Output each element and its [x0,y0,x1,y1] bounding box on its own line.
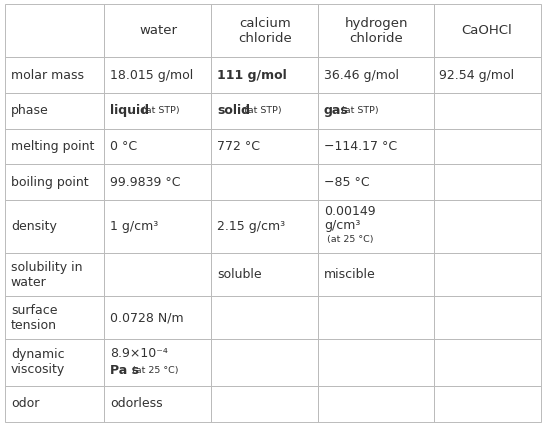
Bar [5,57,104,93]
Bar [318,164,434,200]
Bar [104,4,211,57]
Bar [318,93,434,129]
Bar [104,339,211,386]
Bar [211,253,318,296]
Bar [434,93,541,129]
Bar [434,129,541,164]
Text: 0 °C: 0 °C [110,140,137,153]
Bar [318,200,434,253]
Bar [211,296,318,339]
Bar [211,129,318,164]
Text: (at STP): (at STP) [341,106,378,115]
Text: (at 25 °C): (at 25 °C) [132,366,179,375]
Text: dynamic
viscosity: dynamic viscosity [11,348,65,377]
Bar [211,4,318,57]
Bar [5,200,104,253]
Text: solubility in
water: solubility in water [11,261,82,289]
Bar [104,386,211,422]
Text: Pa s: Pa s [110,365,139,377]
Text: odor: odor [11,397,39,410]
Bar [104,253,211,296]
Bar [318,339,434,386]
Text: 0.0728 N/m: 0.0728 N/m [110,311,183,324]
Text: 92.54 g/mol: 92.54 g/mol [439,69,514,82]
Bar [211,57,318,93]
Bar [434,253,541,296]
Text: miscible: miscible [324,268,376,281]
Bar [211,386,318,422]
Bar [5,4,104,57]
Bar [318,386,434,422]
Text: solid: solid [217,104,250,117]
Text: boiling point: boiling point [11,176,88,189]
Bar [434,339,541,386]
Text: 36.46 g/mol: 36.46 g/mol [324,69,399,82]
Bar [318,296,434,339]
Bar [5,93,104,129]
Text: 0.00149: 0.00149 [324,205,376,218]
Bar [434,57,541,93]
Text: 8.9×10⁻⁴: 8.9×10⁻⁴ [110,348,168,360]
Text: calcium
chloride: calcium chloride [238,17,292,45]
Bar [211,164,318,200]
Bar [5,339,104,386]
Text: water: water [139,24,177,37]
Bar [5,253,104,296]
Bar [318,4,434,57]
Bar [5,296,104,339]
Text: g/cm³: g/cm³ [324,219,360,232]
Text: 111 g/mol: 111 g/mol [217,69,287,82]
Text: 772 °C: 772 °C [217,140,260,153]
Text: surface
tension: surface tension [11,304,57,331]
Text: molar mass: molar mass [11,69,84,82]
Text: density: density [11,220,57,233]
Bar [211,200,318,253]
Text: −85 °C: −85 °C [324,176,370,189]
Text: 2.15 g/cm³: 2.15 g/cm³ [217,220,285,233]
Text: 1 g/cm³: 1 g/cm³ [110,220,158,233]
Bar [104,93,211,129]
Text: soluble: soluble [217,268,262,281]
Text: CaOHCl: CaOHCl [462,24,512,37]
Bar [318,57,434,93]
Bar [318,129,434,164]
Bar [434,296,541,339]
Text: hydrogen
chloride: hydrogen chloride [344,17,408,45]
Text: (at STP): (at STP) [244,106,282,115]
Text: gas: gas [324,104,349,117]
Bar [104,57,211,93]
Text: 18.015 g/mol: 18.015 g/mol [110,69,193,82]
Text: odorless: odorless [110,397,163,410]
Bar [434,386,541,422]
Text: (at STP): (at STP) [142,106,180,115]
Text: (at 25 °C): (at 25 °C) [327,235,373,244]
Bar [434,4,541,57]
Bar [104,296,211,339]
Text: melting point: melting point [11,140,94,153]
Text: −114.17 °C: −114.17 °C [324,140,397,153]
Text: 99.9839 °C: 99.9839 °C [110,176,180,189]
Bar [211,339,318,386]
Bar [211,93,318,129]
Bar [5,164,104,200]
Bar [434,164,541,200]
Bar [5,129,104,164]
Bar [434,200,541,253]
Text: liquid: liquid [110,104,149,117]
Bar [104,200,211,253]
Bar [318,253,434,296]
Bar [104,164,211,200]
Bar [104,129,211,164]
Bar [5,386,104,422]
Text: phase: phase [11,104,49,117]
